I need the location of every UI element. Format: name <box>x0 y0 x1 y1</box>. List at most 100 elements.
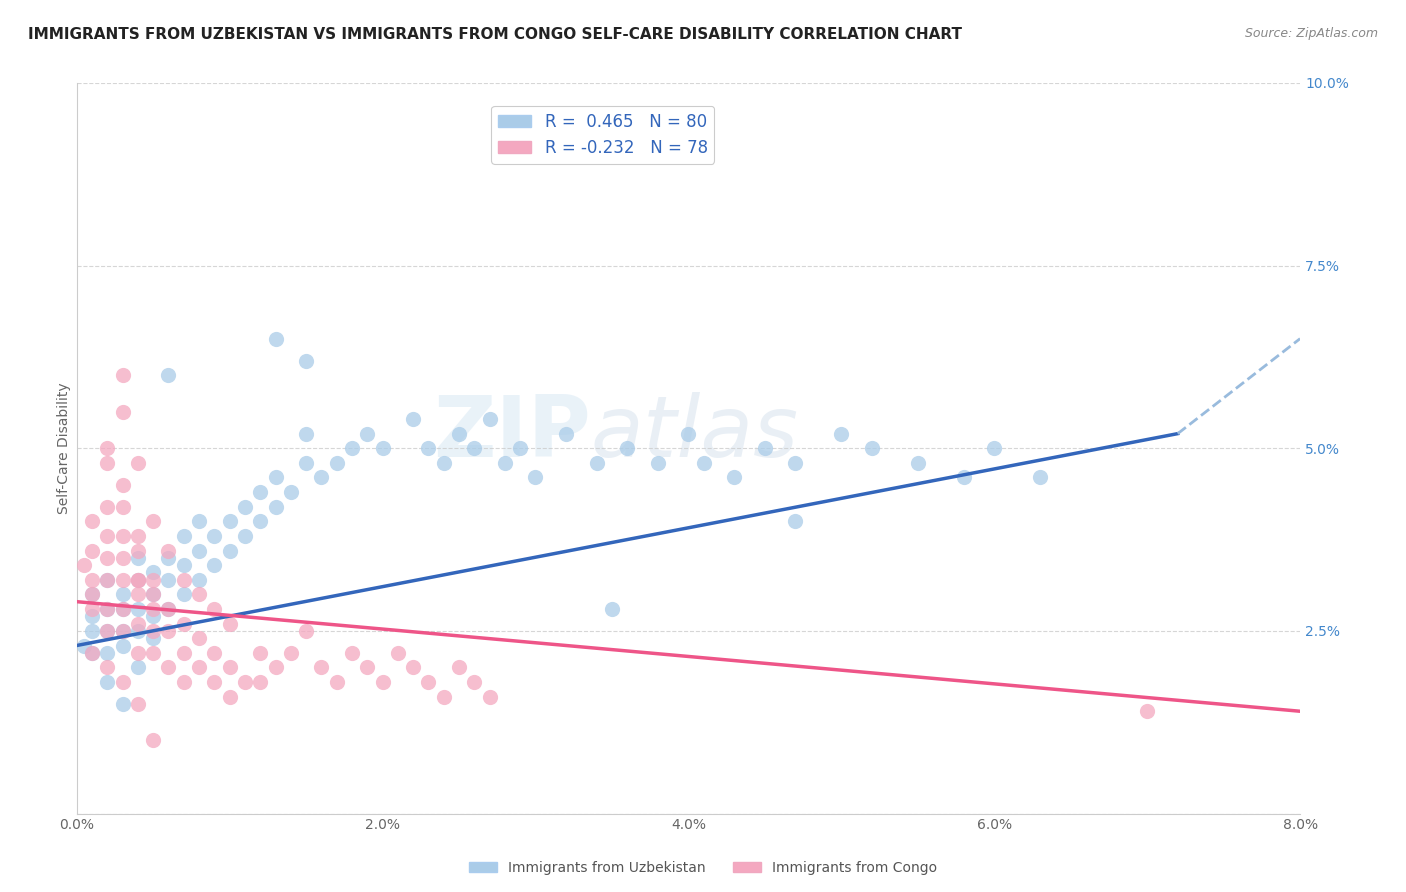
Point <box>218 543 240 558</box>
Point <box>692 456 714 470</box>
Point <box>127 573 149 587</box>
Point <box>80 609 103 624</box>
Point <box>127 587 149 601</box>
Point <box>111 550 134 565</box>
Point <box>218 690 240 704</box>
Point <box>280 646 302 660</box>
Point <box>860 442 883 456</box>
Point <box>142 602 165 616</box>
Point <box>157 660 180 674</box>
Point <box>325 456 347 470</box>
Point <box>264 660 287 674</box>
Point <box>785 514 807 528</box>
Point <box>173 558 195 573</box>
Point <box>188 587 211 601</box>
Point <box>218 660 240 674</box>
Point <box>111 639 134 653</box>
Point <box>157 602 180 616</box>
Point <box>478 412 501 426</box>
Point <box>264 470 287 484</box>
Point <box>188 514 211 528</box>
Point <box>188 660 211 674</box>
Point <box>1136 704 1159 718</box>
Point <box>249 514 271 528</box>
Point <box>96 573 118 587</box>
Point <box>371 442 394 456</box>
Point <box>111 368 134 383</box>
Point <box>678 426 700 441</box>
Point <box>142 587 165 601</box>
Point <box>80 646 103 660</box>
Point <box>157 602 180 616</box>
Point <box>157 573 180 587</box>
Point <box>111 602 134 616</box>
Point <box>80 573 103 587</box>
Point <box>127 624 149 638</box>
Point <box>311 660 333 674</box>
Point <box>111 624 134 638</box>
Text: ZIP: ZIP <box>433 392 591 475</box>
Point <box>340 442 363 456</box>
Point <box>233 529 256 543</box>
Point <box>142 587 165 601</box>
Point <box>1029 470 1052 484</box>
Point <box>447 660 470 674</box>
Text: IMMIGRANTS FROM UZBEKISTAN VS IMMIGRANTS FROM CONGO SELF-CARE DISABILITY CORRELA: IMMIGRANTS FROM UZBEKISTAN VS IMMIGRANTS… <box>28 27 962 42</box>
Point <box>80 587 103 601</box>
Point <box>188 631 211 645</box>
Point <box>754 442 776 456</box>
Point <box>402 412 425 426</box>
Point <box>295 624 318 638</box>
Point <box>173 573 195 587</box>
Point <box>785 456 807 470</box>
Point <box>173 616 195 631</box>
Point <box>142 624 165 638</box>
Text: Source: ZipAtlas.com: Source: ZipAtlas.com <box>1244 27 1378 40</box>
Point <box>157 543 180 558</box>
Point <box>127 573 149 587</box>
Point <box>127 456 149 470</box>
Point <box>524 470 547 484</box>
Point <box>723 470 745 484</box>
Point <box>80 587 103 601</box>
Point <box>463 442 485 456</box>
Point <box>111 587 134 601</box>
Point <box>952 470 974 484</box>
Point <box>280 485 302 500</box>
Point <box>111 500 134 514</box>
Point <box>600 602 623 616</box>
Point <box>80 602 103 616</box>
Point <box>142 609 165 624</box>
Point <box>233 675 256 690</box>
Point <box>371 675 394 690</box>
Point <box>96 675 118 690</box>
Point <box>80 624 103 638</box>
Point <box>202 529 225 543</box>
Point <box>127 646 149 660</box>
Point <box>80 543 103 558</box>
Point <box>249 646 271 660</box>
Point <box>295 426 318 441</box>
Point <box>96 442 118 456</box>
Point <box>509 442 531 456</box>
Point <box>96 500 118 514</box>
Point <box>218 514 240 528</box>
Point <box>157 550 180 565</box>
Point <box>127 697 149 711</box>
Point <box>447 426 470 441</box>
Y-axis label: Self-Care Disability: Self-Care Disability <box>58 383 72 514</box>
Point <box>433 690 456 704</box>
Point <box>830 426 852 441</box>
Point <box>96 624 118 638</box>
Point <box>356 660 378 674</box>
Point <box>111 573 134 587</box>
Point <box>142 514 165 528</box>
Point <box>188 573 211 587</box>
Point <box>111 529 134 543</box>
Point <box>127 529 149 543</box>
Point <box>325 675 347 690</box>
Point <box>264 500 287 514</box>
Point <box>142 733 165 747</box>
Point <box>340 646 363 660</box>
Point <box>96 550 118 565</box>
